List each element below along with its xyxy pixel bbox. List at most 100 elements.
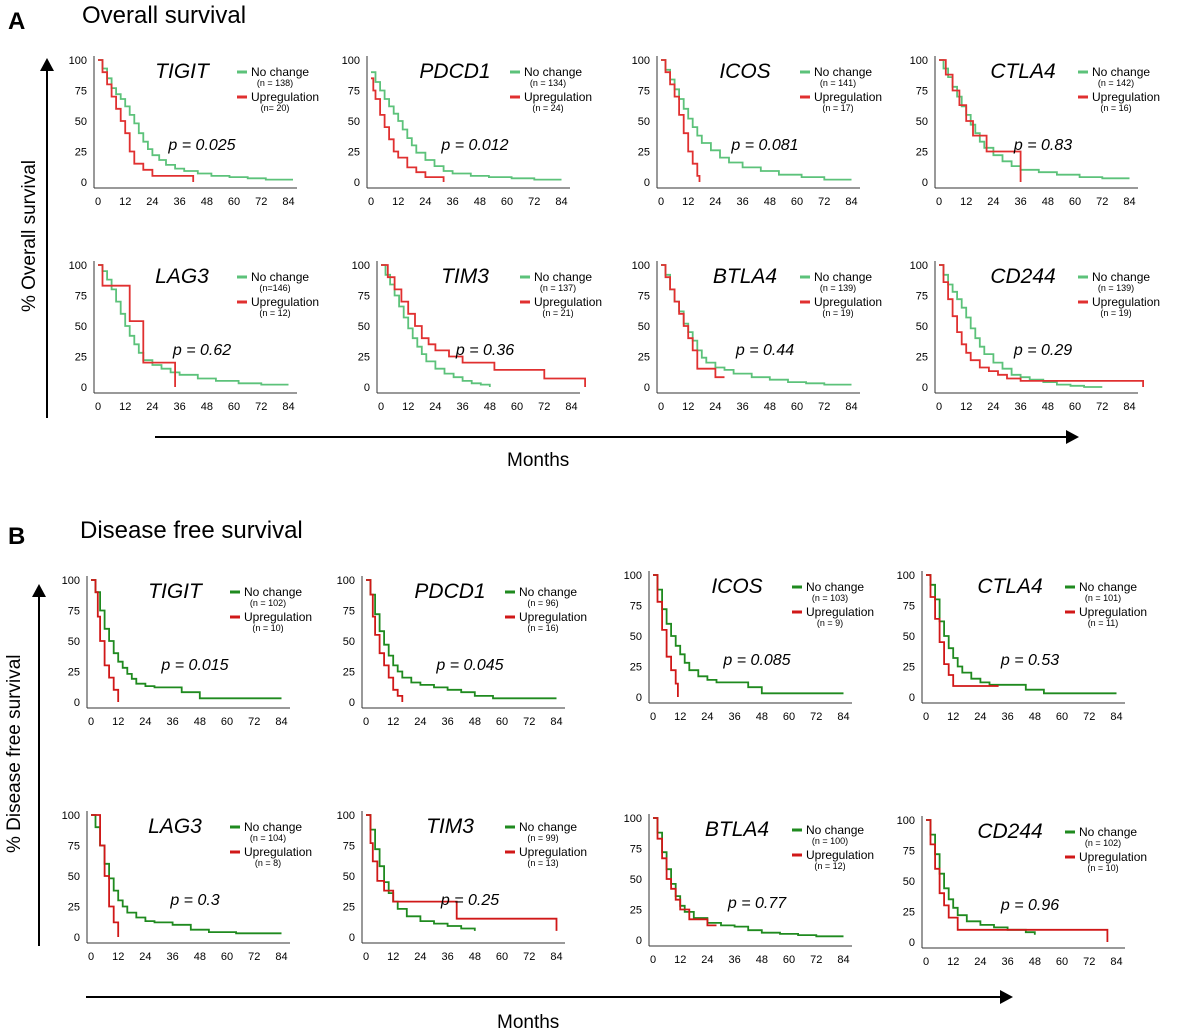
x-tick-label: 0 (936, 196, 942, 208)
y-tick-label: 25 (916, 352, 928, 364)
y-tick-label: 100 (342, 55, 360, 67)
legend-n-label: (n = 16) (527, 623, 558, 633)
x-tick-label: 60 (1069, 196, 1081, 208)
y-tick-label: 100 (897, 570, 915, 582)
legend-label: No change (814, 65, 872, 79)
gene-title: CTLA4 (977, 575, 1042, 598)
x-tick-label: 48 (1029, 711, 1041, 723)
p-value-label: p = 0.44 (735, 342, 794, 359)
y-tick-label: 25 (75, 352, 87, 364)
x-tick-label: 60 (496, 951, 508, 963)
panel-a-ylabel: % Overall survival (19, 159, 40, 313)
legend-label: Upregulation (1079, 605, 1147, 619)
x-tick-label: 84 (845, 401, 857, 413)
y-tick-label: 0 (74, 932, 80, 944)
y-tick-label: 100 (69, 55, 87, 67)
panel-b-ylabel: % Disease free survival (4, 654, 25, 853)
y-tick-label: 0 (644, 382, 650, 394)
y-tick-label: 25 (343, 902, 355, 914)
y-tick-label: 25 (68, 667, 80, 679)
x-tick-label: 84 (275, 951, 287, 963)
x-tick-label: 60 (511, 401, 523, 413)
x-tick-label: 36 (1015, 196, 1027, 208)
y-tick-label: 0 (74, 697, 80, 709)
x-tick-label: 0 (923, 711, 929, 723)
y-tick-label: 75 (916, 86, 928, 98)
x-tick-label: 60 (1056, 711, 1068, 723)
x-tick-label: 84 (1110, 711, 1122, 723)
p-value-label: p = 0.025 (167, 137, 235, 154)
os-pdcd1-series-no-change-line (371, 71, 562, 181)
gene-title: TIGIT (155, 60, 211, 83)
x-tick-label: 48 (1029, 956, 1041, 968)
x-tick-label: 12 (402, 401, 414, 413)
x-tick-label: 72 (538, 401, 550, 413)
legend-label: No change (814, 270, 872, 284)
y-tick-label: 0 (81, 177, 87, 189)
legend-n-label: (n = 100) (812, 836, 848, 846)
y-tick-label: 75 (75, 291, 87, 303)
x-tick-label: 48 (201, 401, 213, 413)
y-tick-label: 25 (630, 905, 642, 917)
x-tick-label: 24 (139, 716, 151, 728)
legend-n-label: (n = 19) (1100, 308, 1131, 318)
x-tick-label: 60 (791, 401, 803, 413)
x-tick-label: 48 (756, 954, 768, 966)
dfs-pdcd1-series-no-change-line (366, 579, 557, 700)
x-tick-label: 48 (484, 401, 496, 413)
y-tick-label: 100 (62, 810, 80, 822)
x-tick-label: 24 (146, 196, 158, 208)
os-ctla4-series-upregulation-line (939, 59, 1022, 182)
x-tick-label: 60 (783, 954, 795, 966)
y-tick-label: 75 (638, 291, 650, 303)
x-tick-label: 12 (947, 956, 959, 968)
x-tick-label: 12 (674, 954, 686, 966)
x-tick-label: 60 (791, 196, 803, 208)
x-tick-label: 60 (228, 196, 240, 208)
os-pdcd1-plot: 100 75 50 25 00 12 24 36 48 60 72 84 PDCD1 p = 0.012 N… (342, 55, 592, 208)
x-tick-label: 12 (960, 401, 972, 413)
y-tick-label: 50 (68, 636, 80, 648)
legend-n-label: (n = 9) (817, 618, 843, 628)
y-tick-label: 25 (68, 902, 80, 914)
x-tick-label: 48 (764, 401, 776, 413)
os-tigit-plot: 100 75 50 25 00 12 24 36 48 60 72 84 TIGIT p = 0.025 N… (69, 55, 319, 208)
legend-label: No change (1079, 825, 1137, 839)
x-tick-label: 72 (255, 196, 267, 208)
y-tick-label: 0 (636, 692, 642, 704)
x-tick-label: 72 (818, 401, 830, 413)
x-tick-label: 48 (469, 716, 481, 728)
gene-title: LAG3 (148, 815, 202, 838)
y-tick-label: 0 (354, 177, 360, 189)
panel-b-title: Disease free survival (80, 517, 303, 544)
gene-title: PDCD1 (414, 580, 485, 603)
gene-title: BTLA4 (713, 265, 777, 288)
x-tick-label: 36 (737, 196, 749, 208)
legend-label: No change (1079, 580, 1137, 594)
x-tick-label: 12 (674, 711, 686, 723)
os-tigit-series-upregulation-line (98, 59, 195, 182)
x-tick-label: 36 (1002, 956, 1014, 968)
x-tick-label: 72 (255, 401, 267, 413)
x-tick-label: 48 (764, 196, 776, 208)
x-tick-label: 60 (1069, 401, 1081, 413)
y-tick-label: 50 (358, 321, 370, 333)
y-tick-label: 25 (903, 907, 915, 919)
x-tick-label: 36 (737, 401, 749, 413)
y-tick-label: 50 (916, 116, 928, 128)
x-tick-label: 0 (650, 711, 656, 723)
os-tim3-series-upregulation-line (381, 264, 586, 387)
gene-title: TIM3 (426, 815, 474, 838)
dfs-icos-plot: 100 75 50 25 00 12 24 36 48 60 72 84 ICOS p = 0.085 No… (624, 570, 874, 723)
x-tick-label: 0 (923, 956, 929, 968)
gene-title: TIM3 (441, 265, 489, 288)
x-tick-label: 72 (1096, 401, 1108, 413)
y-tick-label: 75 (358, 291, 370, 303)
x-tick-label: 72 (1083, 956, 1095, 968)
y-tick-label: 100 (624, 570, 642, 582)
y-tick-label: 100 (62, 575, 80, 587)
os-cd244-plot: 100 75 50 25 00 12 24 36 48 60 72 84 CD244 p = 0.29 No… (910, 260, 1160, 413)
dfs-ctla4-series-no-change-line (926, 574, 1117, 695)
y-tick-label: 25 (916, 147, 928, 159)
x-tick-label: 24 (146, 401, 158, 413)
